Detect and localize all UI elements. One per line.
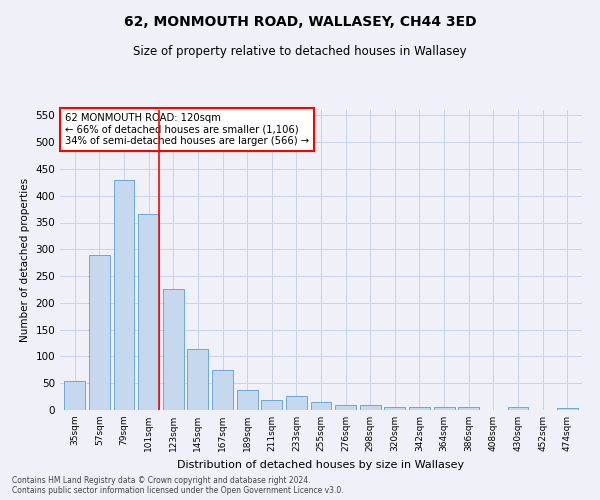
- Bar: [113, 180, 134, 410]
- Text: 62 MONMOUTH ROAD: 120sqm
← 66% of detached houses are smaller (1,106)
34% of sem: 62 MONMOUTH ROAD: 120sqm ← 66% of detach…: [65, 113, 310, 146]
- Bar: [64, 380, 85, 410]
- Bar: [360, 405, 381, 410]
- Bar: [89, 254, 110, 410]
- Bar: [261, 400, 282, 410]
- Text: Size of property relative to detached houses in Wallasey: Size of property relative to detached ho…: [133, 45, 467, 58]
- Bar: [236, 390, 257, 410]
- Bar: [434, 407, 455, 410]
- Bar: [138, 214, 159, 410]
- Bar: [286, 396, 307, 410]
- Bar: [409, 408, 430, 410]
- X-axis label: Distribution of detached houses by size in Wallasey: Distribution of detached houses by size …: [178, 460, 464, 469]
- Bar: [335, 405, 356, 410]
- Text: 62, MONMOUTH ROAD, WALLASEY, CH44 3ED: 62, MONMOUTH ROAD, WALLASEY, CH44 3ED: [124, 15, 476, 29]
- Bar: [458, 407, 479, 410]
- Bar: [163, 290, 184, 410]
- Y-axis label: Number of detached properties: Number of detached properties: [20, 178, 30, 342]
- Bar: [311, 402, 331, 410]
- Bar: [187, 350, 208, 410]
- Bar: [385, 408, 406, 410]
- Bar: [557, 408, 578, 410]
- Bar: [508, 408, 529, 410]
- Bar: [212, 370, 233, 410]
- Text: Contains HM Land Registry data © Crown copyright and database right 2024.
Contai: Contains HM Land Registry data © Crown c…: [12, 476, 344, 495]
